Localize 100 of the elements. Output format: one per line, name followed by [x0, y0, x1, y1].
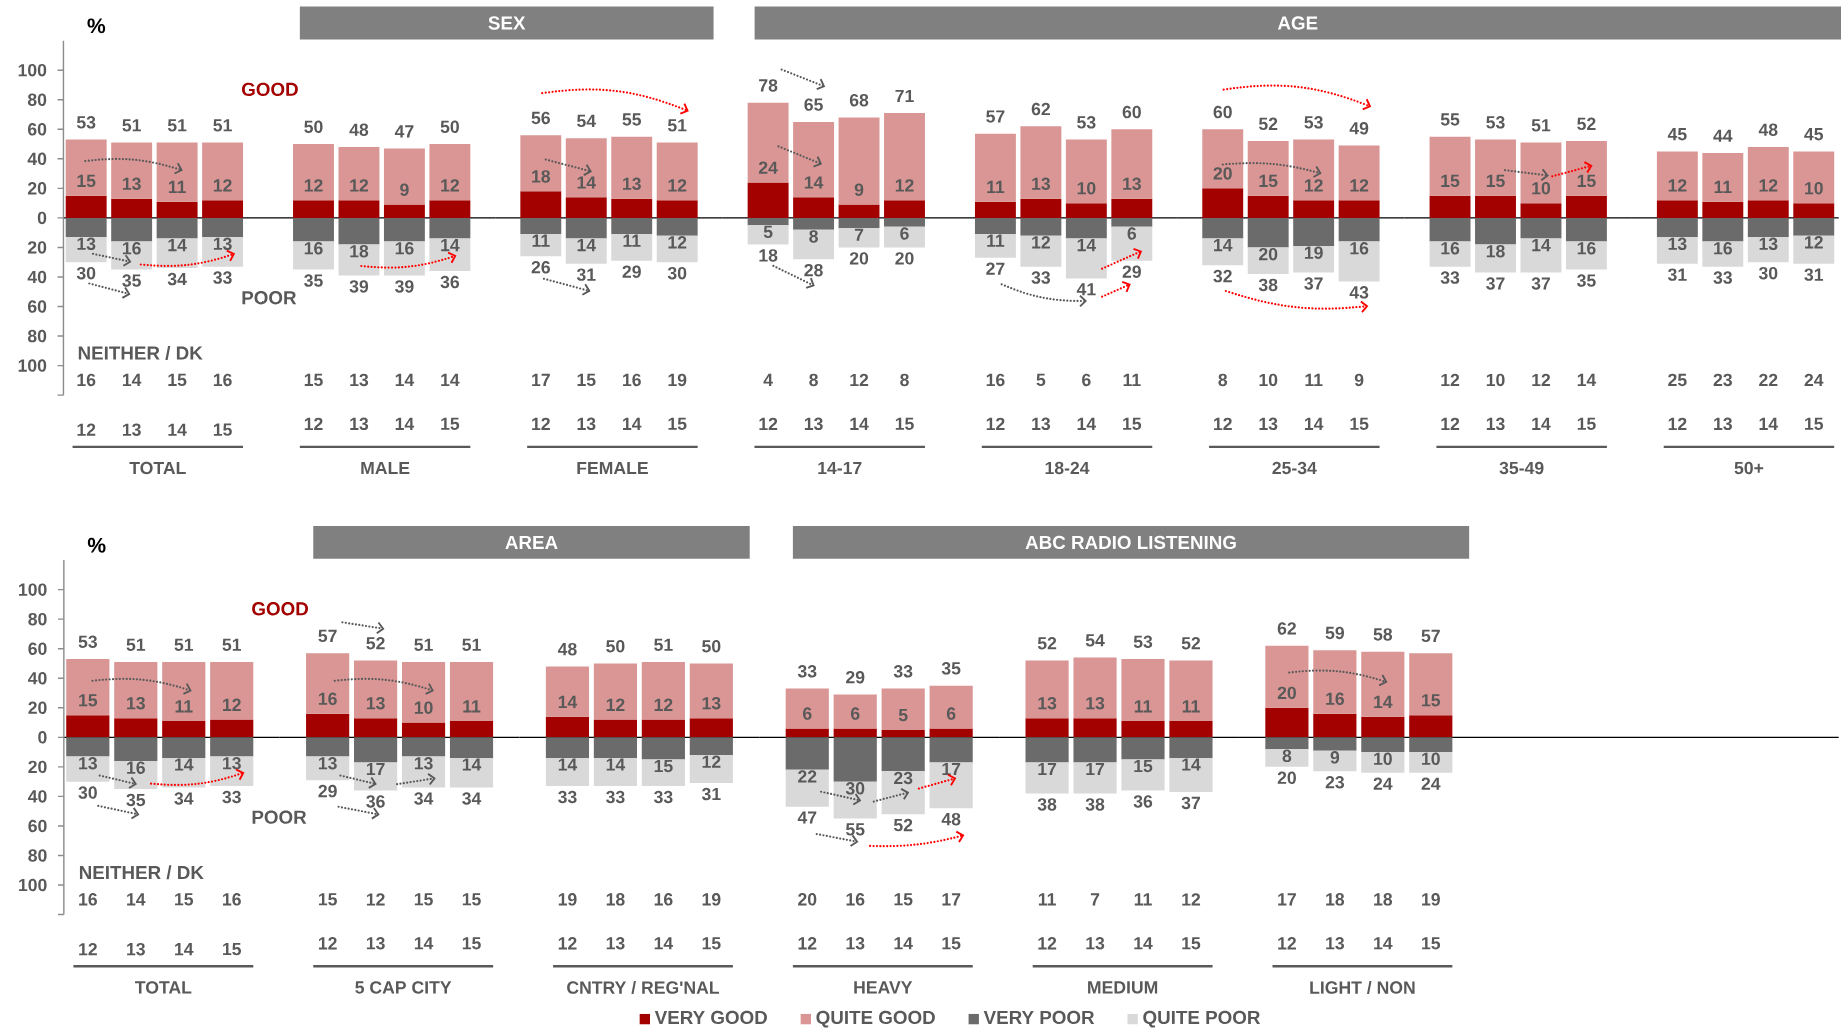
- annotation: 16: [1714, 242, 1732, 255]
- annotation: 51: [213, 119, 232, 132]
- annotation: NEITHER / DK: [78, 346, 203, 361]
- bar: [1247, 195, 1289, 219]
- annotation: 57: [986, 110, 1005, 123]
- y-tick-label: 80: [27, 329, 47, 343]
- text: 16: [986, 373, 1005, 387]
- annotation: 30: [78, 786, 97, 799]
- bar: [545, 666, 590, 717]
- annotation: 17: [366, 763, 385, 776]
- text: 10: [1259, 373, 1278, 387]
- text: 6: [1082, 373, 1091, 387]
- x-tick-label: 14: [1374, 937, 1393, 950]
- text: 15: [577, 373, 596, 387]
- annotation: 11: [623, 234, 641, 247]
- data-label: 11: [175, 700, 193, 713]
- data-label: 13: [1086, 697, 1105, 710]
- bar: [593, 737, 637, 759]
- annotation: 33: [1713, 271, 1732, 284]
- bar: [974, 201, 1016, 219]
- bar: [929, 728, 973, 738]
- annotation: 71: [895, 90, 914, 103]
- text: SEX: [488, 16, 526, 30]
- annotation: 32: [1213, 270, 1232, 283]
- annotation: 53: [1486, 116, 1505, 129]
- text: 25: [1668, 373, 1687, 387]
- data-label: 14: [577, 176, 596, 189]
- annotation: 35: [126, 793, 146, 807]
- annotation: 12: [1032, 236, 1050, 249]
- annotation: 23: [894, 771, 913, 785]
- bar: [974, 133, 1016, 202]
- text: 15: [462, 893, 481, 906]
- bar: [1747, 218, 1789, 238]
- annotation: 16: [127, 761, 145, 775]
- bar: [1656, 237, 1698, 264]
- annotation: 31: [1804, 268, 1824, 282]
- bar: [974, 234, 1016, 258]
- bar: [793, 197, 835, 219]
- bar: [1429, 136, 1471, 196]
- annotation: 13: [223, 757, 241, 770]
- bar: [1338, 241, 1380, 282]
- y-tick-label: 100: [18, 64, 47, 77]
- bar: [1520, 218, 1562, 239]
- annotation: 52: [1037, 637, 1057, 650]
- annotation: 65: [804, 98, 823, 112]
- data-label: 15: [1486, 174, 1505, 188]
- x-tick-label: 13: [127, 943, 145, 956]
- bar: [162, 721, 206, 738]
- annotation: 62: [1277, 622, 1296, 635]
- bar: [689, 755, 733, 784]
- x-tick-label: 12: [1038, 937, 1057, 950]
- x-tick-label: 13: [350, 417, 369, 431]
- bar: [1121, 759, 1165, 791]
- annotation: 52: [893, 818, 913, 832]
- annotation: 34: [462, 792, 482, 805]
- y-tick-label: 60: [28, 642, 47, 656]
- data-label: 14: [804, 176, 824, 189]
- legend-label: QUITE POOR: [1143, 1010, 1261, 1028]
- text: 17: [942, 893, 961, 906]
- text: 11: [1123, 374, 1141, 387]
- text: 15: [318, 893, 337, 906]
- data-label: 6: [803, 707, 812, 720]
- x-tick-label: 12: [77, 423, 96, 437]
- data-label: 12: [654, 698, 673, 712]
- bar: [929, 762, 973, 809]
- data-label: 20: [1277, 686, 1296, 700]
- legend-label: QUITE GOOD: [816, 1010, 935, 1028]
- annotation: 55: [622, 113, 642, 126]
- bar: [1409, 715, 1453, 738]
- data-label: 9: [854, 183, 864, 197]
- data-label: 11: [463, 700, 481, 713]
- bar: [520, 135, 562, 192]
- y-tick-label: 80: [27, 93, 47, 107]
- annotation: 58: [1373, 628, 1393, 641]
- bar: [449, 662, 494, 722]
- annotation: 14: [441, 239, 460, 252]
- x-tick-label: 12: [986, 417, 1005, 431]
- annotation: 55: [1440, 113, 1460, 126]
- x-tick-label: 14: [894, 937, 913, 950]
- data-label: 10: [1532, 182, 1551, 195]
- bar: [429, 144, 471, 201]
- x-axis-title: CNTRY / REG'NAL: [567, 981, 720, 995]
- text: 16: [623, 373, 641, 387]
- annotation: 14: [168, 239, 187, 252]
- bar: [1065, 238, 1107, 279]
- bar: [747, 182, 789, 219]
- annotation: 13: [1668, 237, 1687, 251]
- bar: [162, 662, 206, 722]
- bar: [1747, 237, 1789, 263]
- annotation: 33: [1031, 271, 1051, 284]
- x-tick-label: 12: [304, 417, 323, 431]
- annotation: 16: [213, 373, 232, 387]
- x-tick-label: 14: [654, 937, 674, 950]
- annotation: 29: [622, 265, 641, 279]
- text: 17: [1278, 893, 1296, 906]
- text: 19: [668, 373, 687, 387]
- bar: [401, 662, 446, 723]
- bar: [838, 228, 880, 248]
- x-tick-label: 13: [366, 937, 385, 950]
- data-label: 11: [1134, 700, 1152, 713]
